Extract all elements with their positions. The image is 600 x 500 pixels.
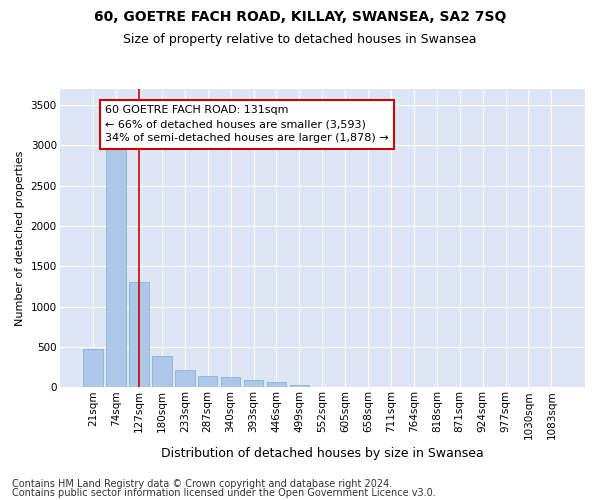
Bar [175,370,194,388]
Text: Contains HM Land Registry data © Crown copyright and database right 2024.: Contains HM Land Registry data © Crown c… [12,479,392,489]
Text: Contains public sector information licensed under the Open Government Licence v3: Contains public sector information licen… [12,488,436,498]
Bar [290,385,309,388]
Text: 60, GOETRE FACH ROAD, KILLAY, SWANSEA, SA2 7SQ: 60, GOETRE FACH ROAD, KILLAY, SWANSEA, S… [94,10,506,24]
Bar [244,380,263,388]
Text: 60 GOETRE FACH ROAD: 131sqm
← 66% of detached houses are smaller (3,593)
34% of : 60 GOETRE FACH ROAD: 131sqm ← 66% of det… [105,105,389,143]
X-axis label: Distribution of detached houses by size in Swansea: Distribution of detached houses by size … [161,447,484,460]
Bar [267,382,286,388]
Bar [152,356,172,388]
Bar [83,348,103,388]
Y-axis label: Number of detached properties: Number of detached properties [15,150,25,326]
Bar [106,142,126,388]
Bar [129,282,149,388]
Bar [198,376,217,388]
Bar [221,377,241,388]
Text: Size of property relative to detached houses in Swansea: Size of property relative to detached ho… [123,32,477,46]
